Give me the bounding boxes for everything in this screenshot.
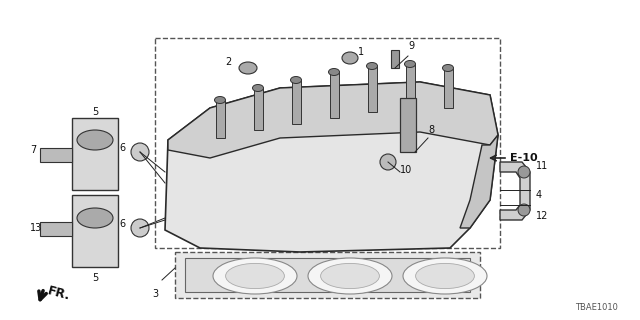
Ellipse shape — [308, 258, 392, 294]
Polygon shape — [253, 88, 262, 130]
Polygon shape — [400, 98, 416, 152]
Bar — [175, 252, 480, 298]
Text: 12: 12 — [536, 211, 548, 221]
Text: 4: 4 — [536, 190, 542, 200]
Ellipse shape — [291, 76, 301, 84]
Polygon shape — [444, 68, 452, 108]
Polygon shape — [460, 135, 498, 228]
Text: FR.: FR. — [46, 285, 72, 303]
Ellipse shape — [342, 52, 358, 64]
Text: 7: 7 — [30, 145, 36, 155]
Text: 10: 10 — [400, 165, 412, 175]
Ellipse shape — [404, 60, 415, 68]
Ellipse shape — [226, 263, 284, 289]
Polygon shape — [391, 50, 399, 68]
Ellipse shape — [213, 258, 297, 294]
Ellipse shape — [367, 62, 378, 69]
Ellipse shape — [253, 84, 264, 92]
Polygon shape — [165, 82, 498, 252]
Text: 5: 5 — [92, 273, 98, 283]
Polygon shape — [291, 80, 301, 124]
Text: 5: 5 — [92, 107, 98, 117]
Text: 2: 2 — [226, 57, 232, 67]
Polygon shape — [500, 162, 530, 220]
Text: 9: 9 — [408, 41, 414, 51]
Text: TBAE1010: TBAE1010 — [575, 303, 618, 312]
Bar — [155, 38, 500, 248]
Ellipse shape — [518, 166, 530, 178]
Ellipse shape — [239, 62, 257, 74]
Ellipse shape — [518, 204, 530, 216]
Bar — [72, 118, 118, 190]
Polygon shape — [216, 100, 225, 138]
Ellipse shape — [77, 130, 113, 150]
Ellipse shape — [214, 97, 225, 103]
Text: 1: 1 — [358, 47, 364, 57]
Polygon shape — [168, 82, 498, 158]
Ellipse shape — [131, 219, 149, 237]
Ellipse shape — [321, 263, 380, 289]
Ellipse shape — [415, 263, 474, 289]
Text: 13: 13 — [30, 223, 42, 233]
Ellipse shape — [328, 68, 339, 76]
Text: 6: 6 — [119, 219, 125, 229]
Polygon shape — [406, 64, 415, 108]
Bar — [185, 258, 470, 292]
Text: E-10: E-10 — [510, 153, 538, 163]
Ellipse shape — [442, 65, 454, 71]
Bar — [72, 195, 118, 267]
Ellipse shape — [403, 258, 487, 294]
Bar — [40, 222, 72, 236]
Bar — [40, 148, 72, 162]
Text: 8: 8 — [428, 125, 434, 135]
Ellipse shape — [380, 154, 396, 170]
Ellipse shape — [131, 143, 149, 161]
Text: 11: 11 — [536, 161, 548, 171]
Polygon shape — [367, 66, 376, 112]
Text: 3: 3 — [152, 289, 158, 299]
Ellipse shape — [77, 208, 113, 228]
Text: 6: 6 — [119, 143, 125, 153]
Polygon shape — [330, 72, 339, 118]
